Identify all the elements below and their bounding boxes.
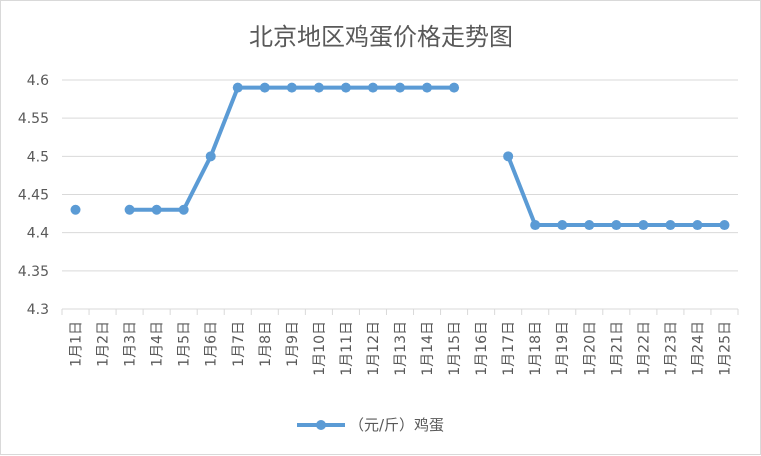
data-point <box>178 204 189 215</box>
data-point <box>719 220 730 231</box>
data-point <box>313 82 324 93</box>
x-tick-label: 1月12日 <box>366 321 382 376</box>
data-point <box>340 82 351 93</box>
data-point <box>611 220 622 231</box>
data-point <box>638 220 649 231</box>
series-line <box>129 85 455 212</box>
x-tick-label: 1月9日 <box>285 321 301 367</box>
data-point <box>232 82 243 93</box>
x-tick-label: 1月25日 <box>717 321 733 376</box>
y-tick-label: 4.45 <box>18 188 49 204</box>
data-point <box>205 151 216 162</box>
y-tick-label: 4.6 <box>27 73 49 89</box>
data-point <box>70 204 81 215</box>
y-tick-label: 4.3 <box>27 302 49 318</box>
data-point <box>286 82 297 93</box>
x-tick-label: 1月18日 <box>528 321 544 376</box>
data-point <box>530 220 541 231</box>
legend: （元/斤）鸡蛋 <box>297 416 444 434</box>
y-tick-label: 4.4 <box>27 226 49 242</box>
data-point <box>584 220 595 231</box>
data-point <box>692 220 703 231</box>
y-axis: 4.3 4.35 4.4 4.45 4.5 4.55 4.6 <box>18 73 49 318</box>
data-point <box>665 220 676 231</box>
data-point <box>151 204 162 215</box>
x-tick-label: 1月11日 <box>339 321 355 376</box>
y-tick-label: 4.55 <box>18 111 49 127</box>
x-tick-label: 1月2日 <box>96 321 112 367</box>
x-tick-label: 1月1日 <box>69 321 85 367</box>
data-point <box>557 220 568 231</box>
y-tick-label: 4.35 <box>18 264 49 280</box>
x-tick-label: 1月23日 <box>663 321 679 376</box>
x-tick-label: 1月7日 <box>231 321 247 367</box>
data-point <box>395 82 405 93</box>
data-point <box>124 204 135 215</box>
legend-label: （元/斤）鸡蛋 <box>349 416 444 434</box>
y-tick-label: 4.5 <box>27 149 49 165</box>
data-point <box>422 82 433 93</box>
x-tick-label: 1月15日 <box>447 321 463 376</box>
x-tick-label: 1月8日 <box>258 321 274 367</box>
data-point <box>367 82 378 93</box>
legend-swatch-marker <box>316 420 326 430</box>
data-point <box>259 82 270 93</box>
x-tick-label: 1月22日 <box>636 321 652 376</box>
x-axis: 1月1日 1月2日 1月3日 1月4日 1月5日 1月6日 1月7日 1月8日 1月9日 1月10… <box>61 309 739 376</box>
x-tick-label: 1月19日 <box>555 321 571 376</box>
x-tick-label: 1月13日 <box>393 321 409 376</box>
x-tick-label: 1月3日 <box>123 321 139 367</box>
x-tick-label: 1月14日 <box>420 321 436 376</box>
series-layer <box>70 82 730 231</box>
data-point <box>503 151 514 162</box>
x-tick-label: 1月21日 <box>609 321 625 376</box>
x-tick-label: 1月16日 <box>474 321 490 376</box>
x-tick-label: 1月5日 <box>177 321 193 367</box>
data-point <box>449 82 460 93</box>
chart-title: 北京地区鸡蛋价格走势图 <box>249 23 513 51</box>
gridlines <box>62 79 738 310</box>
x-tick-label: 1月24日 <box>690 321 706 376</box>
x-tick-label: 1月6日 <box>204 321 220 367</box>
x-tick-label: 1月4日 <box>150 321 166 367</box>
x-tick-label: 1月20日 <box>582 321 598 376</box>
x-tick-label: 1月10日 <box>312 321 328 376</box>
series-line <box>506 155 725 228</box>
x-tick-label: 1月17日 <box>501 321 517 376</box>
